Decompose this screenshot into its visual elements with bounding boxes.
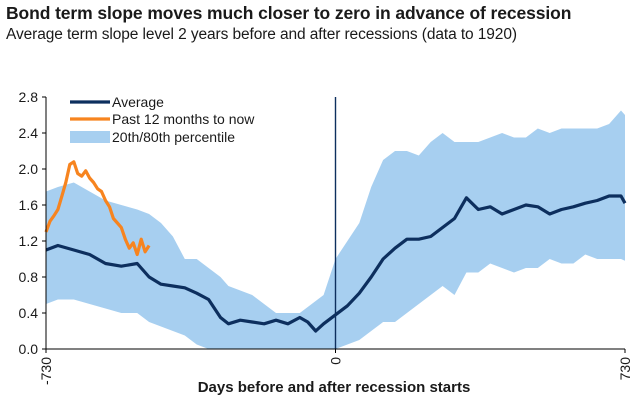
- chart-title: Bond term slope moves much closer to zer…: [6, 3, 572, 23]
- legend-label: 20th/80th percentile: [112, 129, 235, 145]
- legend-swatch-percentile: [70, 131, 110, 143]
- x-tick-label: -730: [38, 357, 54, 385]
- y-tick-label: 1.6: [19, 197, 39, 213]
- series-line-average: [45, 194, 627, 333]
- chart-subtitle: Average term slope level 2 years before …: [6, 26, 517, 43]
- legend-label: Past 12 months to now: [112, 111, 255, 127]
- series-line-past-12-months: [44, 160, 151, 257]
- legend-label: Average: [112, 94, 164, 110]
- x-tick-label: 730: [617, 357, 633, 381]
- y-tick-label: 2.4: [19, 125, 39, 141]
- x-axis-label: Days before and after recession starts: [197, 379, 471, 396]
- y-tick-label: 0.8: [19, 269, 39, 285]
- y-tick-label: 0.4: [19, 305, 39, 321]
- y-tick-label: 0.0: [19, 341, 39, 357]
- y-tick-label: 2.8: [19, 89, 39, 105]
- y-tick-label: 2.0: [19, 161, 39, 177]
- x-tick-label: 0: [328, 357, 344, 365]
- y-tick-label: 1.2: [19, 233, 39, 249]
